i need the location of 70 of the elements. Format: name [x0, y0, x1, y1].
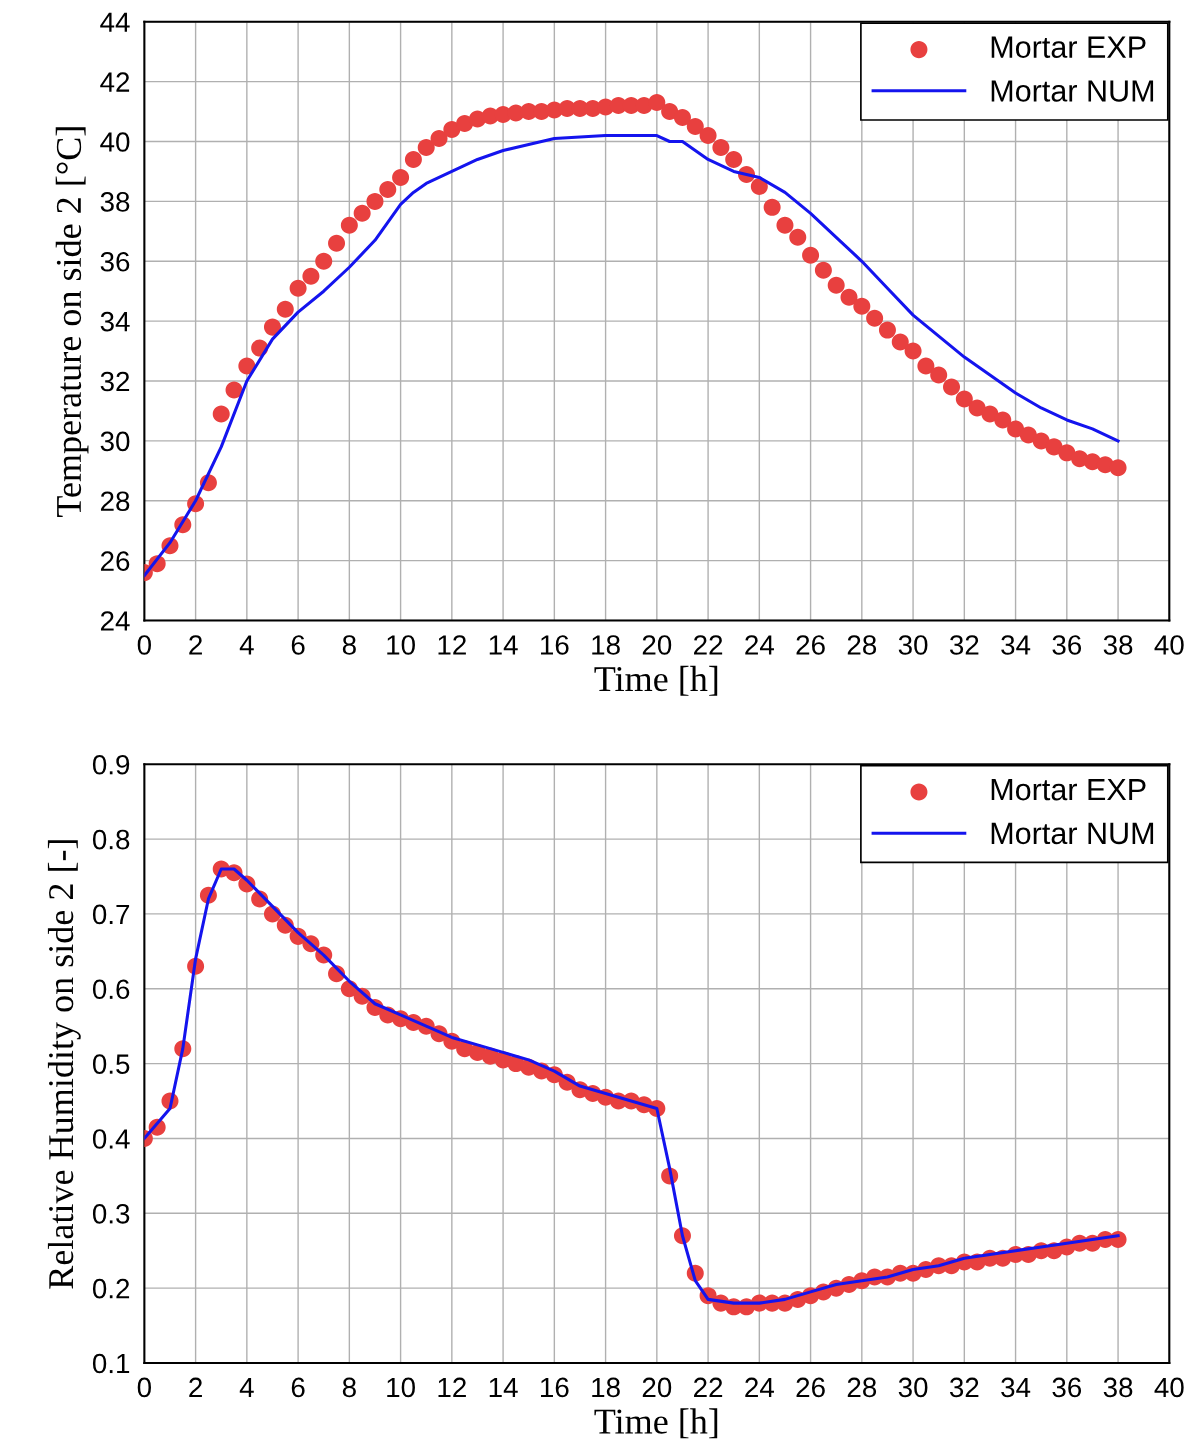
x-tick-label: 28 [847, 635, 877, 655]
x-tick-label: 0 [137, 635, 151, 655]
y-tick-label: 0.7 [92, 904, 130, 925]
x-tick-label: 12 [438, 1377, 466, 1398]
x-axis-title: Time [h] [594, 1408, 718, 1439]
x-tick-label: 34 [1001, 1377, 1031, 1398]
x-tick-label: 8 [342, 635, 356, 655]
x-tick-label: 30 [898, 635, 928, 655]
x-axis-title: Time [h] [594, 665, 718, 696]
y-tick-label: 24 [100, 611, 130, 631]
x-tick-label: 22 [694, 1377, 723, 1398]
y-tick-label: 30 [100, 431, 130, 452]
x-tick-label: 18 [592, 1377, 620, 1398]
x-tick-label: 40 [1154, 1377, 1184, 1398]
x-tick-label: 22 [694, 635, 723, 655]
x-tick-label: 14 [489, 1377, 518, 1398]
x-tick-label: 28 [847, 1377, 877, 1398]
x-tick-label: 6 [291, 635, 305, 655]
x-tick-label: 16 [541, 635, 569, 655]
x-tick-label: 10 [387, 1377, 415, 1398]
x-tick-label: 36 [1052, 635, 1082, 655]
x-tick-label: 24 [745, 635, 774, 655]
legend-label: Mortar EXP [991, 779, 1146, 801]
x-tick-label: 38 [1103, 1377, 1133, 1398]
y-tick-label: 32 [100, 371, 130, 392]
x-tick-label: 20 [642, 635, 672, 655]
x-tick-label: 38 [1103, 635, 1133, 655]
x-tick-label: 2 [189, 1377, 202, 1398]
x-tick-label: 4 [239, 635, 254, 655]
x-tick-label: 26 [796, 635, 825, 655]
x-tick-label: 24 [745, 1377, 774, 1398]
y-axis-title: Relative Humidity on side 2 [-] [47, 840, 81, 1289]
y-tick-label: 0.3 [92, 1203, 130, 1224]
x-tick-label: 8 [342, 1377, 356, 1398]
x-tick-label: 20 [642, 1377, 672, 1398]
y-tick-label: 42 [100, 72, 130, 92]
legend-label: Mortar NUM [991, 822, 1154, 845]
y-tick-label: 0.6 [92, 979, 130, 1000]
y-tick-label: 44 [100, 12, 130, 32]
x-tick-label: 36 [1052, 1377, 1082, 1398]
y-tick-label: 0.8 [92, 829, 130, 850]
x-tick-label: 18 [592, 635, 620, 655]
y-tick-label: 28 [100, 491, 130, 512]
y-tick-label: 0.1 [92, 1353, 130, 1374]
x-tick-label: 32 [949, 1377, 979, 1398]
y-tick-label: 0.9 [92, 754, 130, 775]
y-tick-label: 36 [100, 251, 130, 272]
x-tick-label: 26 [796, 1377, 825, 1398]
legend-label: Mortar NUM [991, 80, 1154, 102]
legend-label: Mortar EXP [991, 36, 1146, 58]
y-tick-label: 0.5 [92, 1054, 130, 1074]
x-tick-label: 6 [291, 1377, 305, 1398]
x-tick-label: 40 [1154, 635, 1184, 655]
y-tick-label: 0.2 [92, 1278, 130, 1299]
x-tick-label: 12 [438, 635, 466, 655]
y-tick-label: 26 [100, 551, 130, 571]
x-tick-label: 14 [489, 635, 518, 655]
y-tick-label: 0.4 [92, 1129, 130, 1149]
x-tick-label: 32 [949, 635, 979, 655]
y-tick-label: 38 [100, 192, 130, 212]
x-tick-label: 16 [541, 1377, 569, 1398]
x-tick-label: 30 [898, 1377, 928, 1398]
x-tick-label: 2 [189, 635, 202, 655]
x-tick-label: 10 [387, 635, 415, 655]
y-axis-title: Temperature on side 2 [°C] [55, 127, 89, 517]
x-tick-label: 34 [1001, 635, 1031, 655]
x-tick-label: 0 [137, 1377, 151, 1398]
y-tick-label: 34 [100, 311, 130, 332]
y-tick-label: 40 [100, 132, 130, 152]
x-tick-label: 4 [239, 1377, 254, 1398]
